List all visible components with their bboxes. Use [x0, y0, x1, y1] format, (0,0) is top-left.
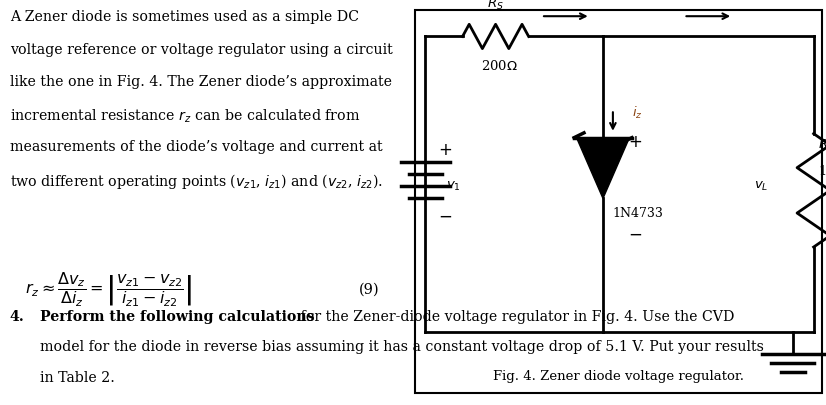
Text: 1N4733: 1N4733	[613, 207, 664, 220]
Text: 4.: 4.	[10, 310, 25, 324]
Text: Perform the following calculations: Perform the following calculations	[40, 310, 314, 324]
Text: +: +	[628, 133, 642, 151]
Text: −: −	[438, 208, 452, 226]
Text: measurements of the diode’s voltage and current at: measurements of the diode’s voltage and …	[10, 140, 382, 154]
Text: +: +	[438, 141, 452, 159]
Text: $R_S$: $R_S$	[487, 0, 504, 12]
Text: $r_z \approx \dfrac{\Delta v_z}{\Delta i_z} = \left|\dfrac{v_{z1}-v_{z2}}{i_{z1}: $r_z \approx \dfrac{\Delta v_z}{\Delta i…	[25, 271, 192, 309]
Text: 1.5k$\Omega$: 1.5k$\Omega$	[818, 164, 826, 178]
Text: $v_L$: $v_L$	[754, 180, 768, 193]
Text: −: −	[628, 226, 642, 244]
Text: $i_z$: $i_z$	[632, 105, 643, 121]
Text: (9): (9)	[359, 283, 380, 296]
Text: model for the diode in reverse bias assuming it has a constant voltage drop of 5: model for the diode in reverse bias assu…	[40, 340, 763, 354]
Text: two different operating points ($v_{z1}$, $i_{z1}$) and ($v_{z2}$, $i_{z2}$).: two different operating points ($v_{z1}$…	[10, 172, 382, 191]
Text: $R_L$: $R_L$	[818, 138, 826, 153]
Text: $v_1$: $v_1$	[446, 180, 461, 193]
Text: in Table 2.: in Table 2.	[40, 371, 115, 385]
Text: Fig. 4. Zener diode voltage regulator.: Fig. 4. Zener diode voltage regulator.	[493, 370, 743, 383]
Text: like the one in Fig. 4. The Zener diode’s approximate: like the one in Fig. 4. The Zener diode’…	[10, 75, 392, 89]
Text: voltage reference or voltage regulator using a circuit: voltage reference or voltage regulator u…	[10, 43, 392, 57]
FancyBboxPatch shape	[415, 10, 822, 393]
Polygon shape	[577, 138, 629, 198]
Text: for the Zener-diode voltage regulator in Fig. 4. Use the CVD: for the Zener-diode voltage regulator in…	[296, 310, 734, 324]
Text: 200$\Omega$: 200$\Omega$	[482, 59, 518, 73]
Text: A Zener diode is sometimes used as a simple DC: A Zener diode is sometimes used as a sim…	[10, 10, 359, 24]
Text: incremental resistance $r_z$ can be calculated from: incremental resistance $r_z$ can be calc…	[10, 107, 360, 125]
